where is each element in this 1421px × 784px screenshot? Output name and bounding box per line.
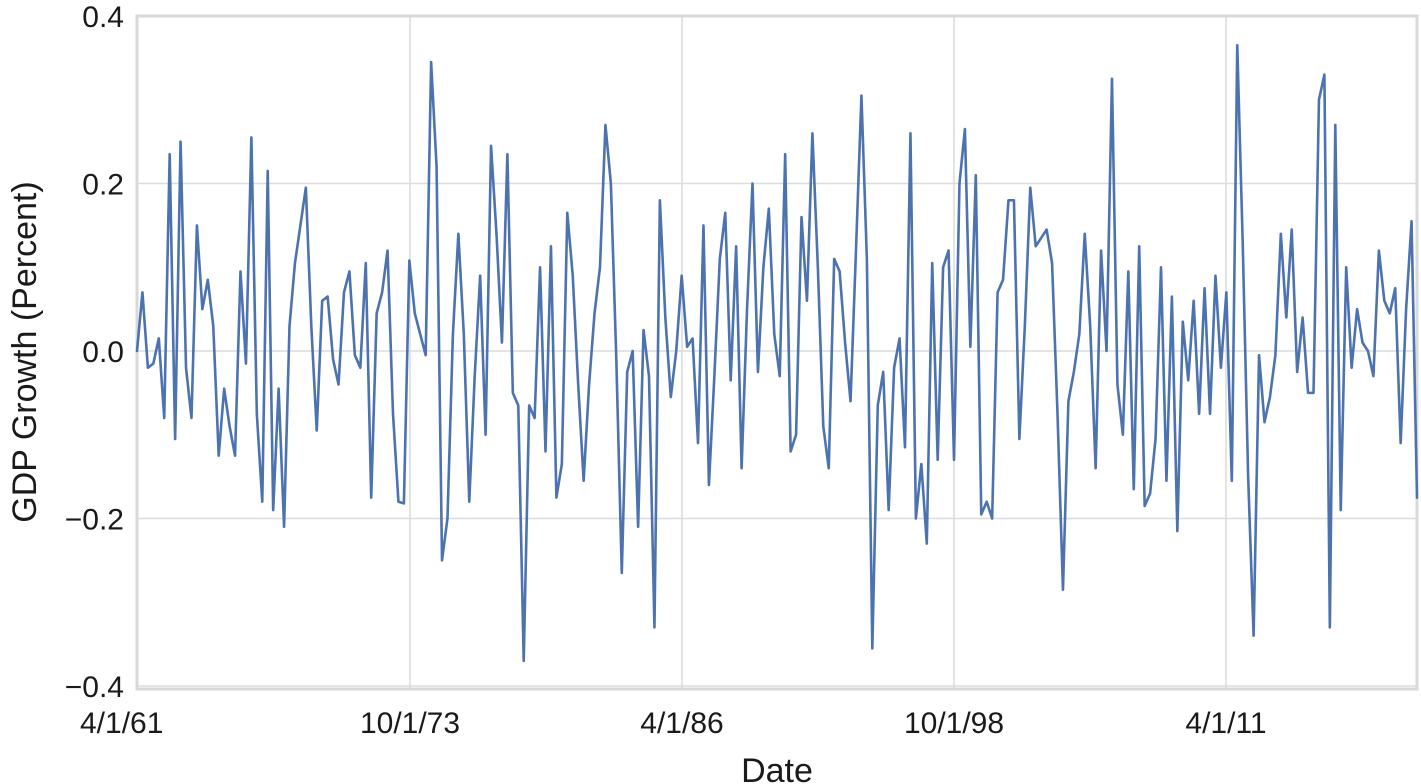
- x-tick-label: 4/1/61: [80, 707, 163, 740]
- plot-frame: [135, 14, 1419, 691]
- y-tick-label: 0.2: [82, 169, 124, 202]
- y-tick-label: 0.0: [82, 336, 124, 369]
- y-tick-labels: −0.4 −0.2 0.0 0.2 0.4: [65, 1, 124, 704]
- x-tick-label: 4/1/86: [640, 707, 723, 740]
- gdp-growth-series-line: [135, 44, 1419, 663]
- x-tick-label: 10/1/98: [904, 707, 1004, 740]
- x-tick-labels: 4/1/61 10/1/73 4/1/86 10/1/98 4/1/11: [80, 707, 1267, 740]
- x-tick-label: 4/1/11: [1185, 707, 1266, 740]
- y-tick-label: −0.4: [65, 671, 124, 704]
- y-axis-label: GDP Growth (Percent): [6, 181, 44, 522]
- y-tick-label: 0.4: [82, 1, 124, 34]
- x-tick-label: 10/1/73: [360, 707, 460, 740]
- y-tick-label: −0.2: [65, 504, 124, 537]
- x-axis-label: Date: [741, 752, 813, 784]
